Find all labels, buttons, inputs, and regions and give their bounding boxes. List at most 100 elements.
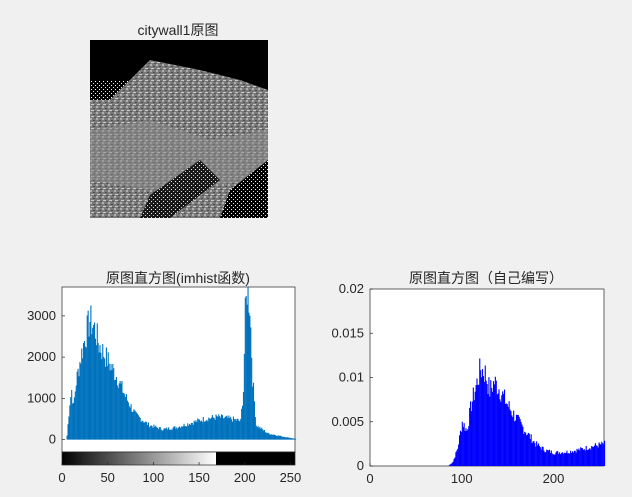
histogram-bar	[150, 425, 152, 440]
histogram-bar	[88, 336, 90, 440]
histogram-bar	[255, 425, 257, 440]
histogram-bar	[260, 429, 262, 440]
histogram-bar	[501, 395, 503, 466]
histogram-bar	[167, 427, 170, 440]
histogram-bar	[464, 431, 466, 466]
histogram-bar	[247, 287, 249, 440]
histogram-bar	[548, 449, 551, 466]
histogram-bar	[460, 432, 462, 466]
histogram-bar	[276, 435, 278, 440]
histogram-bar	[225, 416, 227, 440]
histogram-bar	[249, 315, 251, 440]
histogram-bar	[448, 465, 451, 466]
histogram-bar	[151, 426, 153, 440]
histogram-bar	[456, 450, 458, 466]
histogram-bar	[543, 450, 545, 466]
histogram-bar	[535, 446, 537, 466]
histogram-bar	[113, 368, 115, 440]
histogram-bar	[175, 428, 177, 440]
histogram-bar	[192, 424, 194, 440]
histogram-bar	[106, 365, 108, 440]
histogram-bar	[542, 446, 544, 466]
histogram-bar	[243, 353, 245, 440]
histogram-bar	[545, 451, 547, 466]
histogram-bar	[559, 452, 561, 466]
histogram-bar	[582, 449, 585, 466]
histogram-bar	[473, 400, 475, 466]
histogram-bar	[229, 417, 231, 440]
histogram-bar	[121, 381, 123, 440]
histogram-bar	[78, 376, 80, 440]
histogram-bar	[274, 435, 277, 440]
histogram-bar	[193, 420, 195, 440]
histogram-bar	[203, 421, 205, 440]
histogram-bar	[270, 434, 272, 440]
histogram-bar	[497, 393, 499, 466]
histogram-bar	[551, 453, 553, 466]
hist1-chart: 0 50 100 150 200 250 0 1000 2000 3000	[27, 286, 301, 485]
histogram-bar	[570, 450, 572, 466]
histogram-bar	[167, 429, 169, 440]
histogram-bar	[581, 448, 583, 466]
histogram-bar	[132, 411, 134, 440]
y-tick-label: 0	[357, 458, 364, 473]
histogram-bar	[488, 377, 490, 466]
histogram-bar	[591, 446, 593, 466]
histogram-bar	[83, 341, 86, 440]
histogram-bar	[594, 443, 596, 466]
histogram-bar	[471, 401, 473, 466]
histogram-bar	[146, 424, 149, 440]
histogram-bar	[200, 420, 202, 440]
hist1-title: 原图直方图(imhist函数)	[106, 270, 250, 286]
histogram-bar	[178, 427, 180, 440]
histogram-bar	[70, 397, 72, 440]
histogram-bar	[508, 401, 510, 466]
histogram-bar	[169, 429, 171, 440]
histogram-bar	[245, 295, 247, 440]
histogram-bar	[164, 428, 166, 440]
histogram-bar	[97, 343, 99, 440]
histogram-bar	[130, 404, 132, 440]
histogram-bar	[558, 453, 560, 466]
histogram-bar	[280, 435, 282, 440]
histogram-bar	[86, 315, 88, 440]
histogram-bar	[496, 394, 498, 466]
histogram-bar	[272, 434, 274, 440]
histogram-bar	[449, 464, 451, 466]
histogram-bar	[174, 426, 176, 440]
histogram-bar	[562, 453, 564, 466]
histogram-bar	[563, 452, 565, 466]
histogram-bar	[134, 410, 136, 440]
histogram-bar	[199, 419, 201, 440]
histogram-bar	[589, 448, 591, 466]
histogram-bar	[568, 453, 570, 466]
histogram-bar	[289, 437, 291, 440]
histogram-bar	[102, 344, 104, 440]
histogram-bar	[569, 453, 571, 466]
histogram-bar	[118, 383, 120, 440]
histogram-bar	[603, 444, 605, 466]
histogram-bar	[294, 438, 296, 440]
histogram-bar	[136, 412, 138, 440]
histogram-bar	[117, 387, 119, 440]
histogram-bar	[264, 432, 266, 440]
histogram-bar	[450, 463, 452, 466]
histogram-bar	[145, 421, 147, 440]
histogram-bar	[185, 426, 187, 440]
histogram-bar	[170, 429, 172, 440]
histogram-bar	[261, 427, 263, 440]
histogram-bar	[80, 363, 82, 440]
histogram-bar	[506, 404, 508, 466]
histogram-bar	[190, 422, 192, 440]
histogram-bar	[526, 435, 528, 466]
histogram-bar	[206, 419, 208, 440]
histogram-bar	[482, 376, 484, 466]
histogram-bar	[593, 445, 596, 466]
histogram-bar	[533, 440, 535, 466]
histogram-bar	[179, 427, 181, 440]
histogram-bar	[111, 369, 113, 440]
histogram-bar	[202, 416, 204, 440]
histogram-bar	[486, 384, 488, 466]
histogram-bar	[461, 421, 463, 466]
histogram-bar	[120, 383, 122, 440]
